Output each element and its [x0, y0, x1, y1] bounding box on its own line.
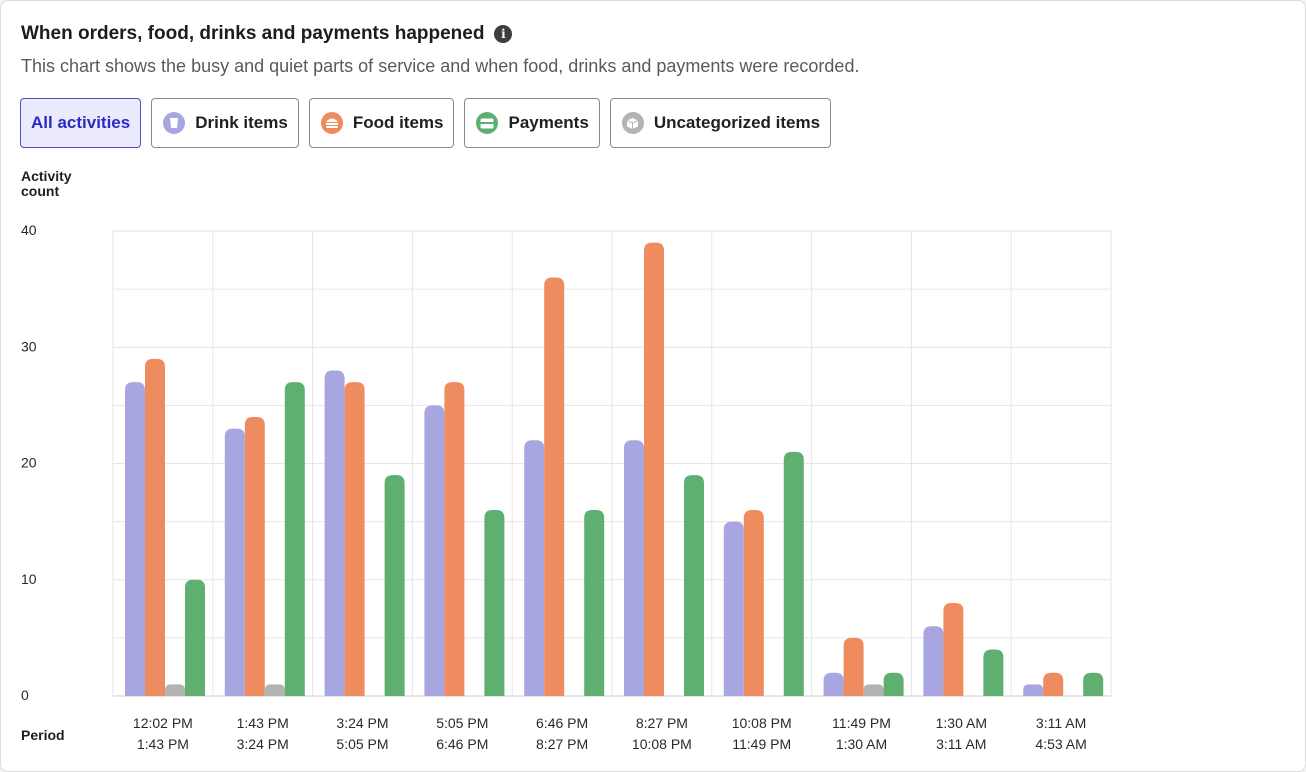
filter-label: Uncategorized items	[653, 113, 821, 132]
x-tick-label: 1:43 PM	[137, 736, 189, 752]
filter-all-activities[interactable]: All activities	[20, 98, 142, 148]
card-icon	[476, 112, 499, 134]
bar-payments[interactable]	[983, 649, 1004, 697]
filter-label: Food items	[352, 113, 444, 132]
y-tick-label: 20	[21, 455, 37, 471]
filter-uncategorized-items[interactable]: Uncategorized items	[609, 98, 832, 148]
bar-food-items[interactable]	[544, 277, 565, 697]
y-tick-label: 30	[21, 338, 37, 354]
bar-uncategorized-items[interactable]	[165, 684, 185, 696]
filter-drink-items[interactable]: Drink items	[151, 98, 299, 148]
bar-payments[interactable]	[783, 451, 804, 696]
x-tick-label: 6:46 PM	[536, 715, 588, 731]
filter-label: All activities	[31, 113, 131, 132]
bar-payments[interactable]	[684, 475, 704, 696]
bar-uncategorized-items[interactable]	[264, 684, 285, 696]
bar-payments[interactable]	[384, 475, 405, 696]
cup-icon	[163, 112, 186, 134]
y-tick-label: 10	[21, 571, 37, 587]
bar-payments[interactable]	[185, 579, 205, 696]
chart-subtitle: This chart shows the busy and quiet part…	[21, 56, 860, 76]
x-tick-label: 6:46 PM	[436, 736, 488, 752]
bar-uncategorized-items[interactable]	[863, 684, 884, 696]
burger-icon	[320, 112, 343, 134]
bar-food-items[interactable]	[1043, 672, 1064, 696]
chart-title: When orders, food, drinks and payments h…	[21, 23, 485, 44]
info-icon[interactable]: i	[494, 25, 513, 43]
bar-payments[interactable]	[484, 510, 505, 696]
bar-drink-items[interactable]	[823, 672, 844, 696]
x-tick-label: 11:49 PM	[832, 715, 891, 731]
bar-drink-items[interactable]	[324, 370, 345, 697]
filter-payments[interactable]: Payments	[464, 98, 600, 148]
x-tick-label: 10:08 PM	[632, 736, 692, 752]
bar-drink-items[interactable]	[723, 521, 744, 696]
x-tick-label: 5:05 PM	[436, 715, 488, 731]
x-tick-label: 1:30 AM	[936, 715, 987, 731]
y-axis-title-text: Activity count	[21, 168, 72, 199]
bar-drink-items[interactable]	[424, 405, 445, 696]
x-tick-label: 11:49 PM	[732, 736, 791, 752]
x-axis-title: Period	[21, 727, 65, 743]
bar-payments[interactable]	[883, 672, 904, 696]
y-axis-title: Activity count	[21, 169, 91, 199]
x-tick-label: 3:24 PM	[336, 715, 388, 731]
bar-payments[interactable]	[1083, 672, 1104, 696]
x-tick-label: 10:08 PM	[732, 715, 792, 731]
bar-drink-items[interactable]	[224, 428, 245, 696]
x-tick-label: 5:05 PM	[336, 736, 388, 752]
bar-food-items[interactable]	[444, 382, 465, 696]
filter-label: Drink items	[195, 113, 288, 132]
y-tick-label: 40	[21, 222, 37, 238]
x-tick-label: 4:53 AM	[1035, 736, 1086, 752]
filter-food-items[interactable]: Food items	[308, 98, 455, 148]
bar-food-items[interactable]	[244, 417, 265, 696]
bar-payments[interactable]	[584, 510, 605, 696]
y-tick-label: 0	[21, 687, 29, 703]
bar-food-items[interactable]	[843, 637, 864, 696]
bar-payments[interactable]	[284, 382, 305, 696]
x-tick-label: 1:30 AM	[836, 736, 887, 752]
x-tick-label: 3:24 PM	[237, 736, 289, 752]
bar-food-items[interactable]	[344, 382, 365, 696]
x-tick-label: 3:11 AM	[1036, 715, 1086, 731]
bar-food-items[interactable]	[943, 603, 964, 696]
x-tick-label: 12:02 PM	[133, 715, 193, 731]
bar-food-items[interactable]	[145, 358, 165, 696]
bar-food-items[interactable]	[644, 242, 664, 696]
bar-food-items[interactable]	[743, 510, 764, 696]
x-tick-label: 8:27 PM	[636, 715, 688, 731]
activity-filter-group: All activities Drink items Food items Pa…	[20, 98, 832, 148]
x-tick-label: 1:43 PM	[237, 715, 289, 731]
bar-drink-items[interactable]	[624, 440, 644, 696]
title-row: When orders, food, drinks and payments h…	[21, 23, 513, 45]
x-tick-label: 3:11 AM	[936, 736, 986, 752]
x-tick-label: 8:27 PM	[536, 736, 588, 752]
bar-drink-items[interactable]	[923, 626, 944, 696]
bar-drink-items[interactable]	[524, 440, 545, 696]
bar-drink-items[interactable]	[1023, 684, 1044, 696]
filter-label: Payments	[508, 113, 589, 132]
bar-drink-items[interactable]	[125, 382, 145, 696]
box-icon	[621, 112, 644, 134]
